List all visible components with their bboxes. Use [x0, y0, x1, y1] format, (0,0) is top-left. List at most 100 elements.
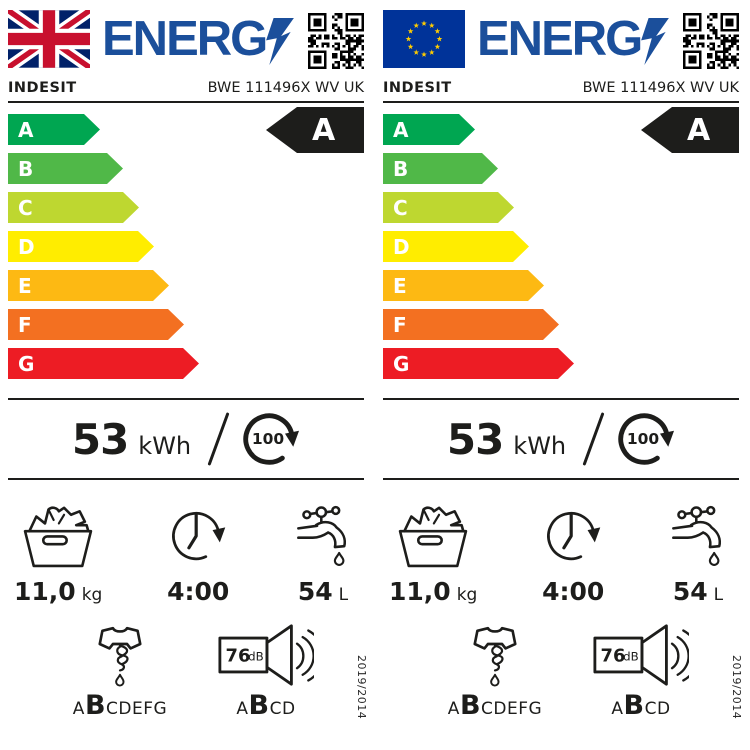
noise-db-unit: dB: [248, 650, 264, 664]
model-number: BWE 111496X WV UK: [207, 80, 364, 96]
spin-column: A B CDEFG: [431, 620, 559, 721]
clock-icon: [547, 511, 601, 561]
brand-row: INDESIT BWE 111496X WV UK: [383, 80, 739, 103]
spin-class-active: B: [459, 690, 482, 721]
brand-row: INDESIT BWE 111496X WV UK: [8, 80, 364, 103]
scale-arrow: C: [8, 192, 139, 223]
scale-arrow: D: [383, 231, 529, 262]
rating-arrow: A: [266, 107, 364, 153]
scale-arrow: B: [8, 153, 123, 184]
tap-icon: [672, 505, 721, 566]
speaker-icon: 76 dB: [218, 624, 314, 686]
noise-class-scale: A B CD: [611, 690, 670, 721]
scale-letter: F: [393, 312, 407, 337]
rating-letter: A: [312, 112, 336, 148]
scale-letter: C: [18, 195, 33, 220]
lightning-bolt-icon: [641, 18, 670, 65]
label-header: ENERG: [383, 8, 739, 70]
energy-value: 53: [71, 414, 129, 464]
lightning-bolt-icon: [266, 18, 295, 65]
energy-label-uk: ENERG INDESIT BWE 111496X WV UK A B C D …: [8, 8, 368, 721]
energy-logo: ENERG: [102, 11, 295, 67]
spin-classes-after: CDEFG: [106, 699, 168, 719]
water-unit: L: [713, 585, 724, 605]
capacity-column: 11,0 kg: [14, 500, 102, 606]
noise-column: 76 dB A B CD: [202, 620, 330, 721]
water-value: 54: [672, 577, 708, 606]
water-column: 54 L: [294, 500, 352, 606]
duration-column: 4:00: [542, 500, 604, 606]
tap-icon: [297, 505, 346, 566]
spin-dry-icon: [473, 626, 517, 687]
scale-arrow: B: [383, 153, 498, 184]
noise-class-active: B: [248, 690, 270, 721]
noise-class-scale: A B CD: [236, 690, 295, 721]
spin-class-scale: A B CDEFG: [73, 690, 167, 721]
brand-name: INDESIT: [8, 80, 77, 96]
spin-dry-icon: [98, 626, 142, 687]
regulation-number: 2019/2014: [730, 654, 743, 719]
scale-arrow: A: [383, 114, 475, 145]
scale-arrow: D: [8, 231, 154, 262]
energy-value: 53: [446, 414, 504, 464]
capacity-value: 11,0: [14, 577, 76, 606]
efficiency-scale: A B C D E F G A: [383, 107, 739, 379]
energy-consumption-section: 53 kWh 100: [383, 398, 739, 480]
efficiency-scale: A B C D E F G A: [8, 107, 364, 379]
programme-icons-row: 11,0 kg 4:00: [8, 500, 364, 606]
scale-arrow: F: [383, 309, 559, 340]
eu-flag-icon: [383, 10, 465, 68]
qr-code: [683, 13, 739, 69]
per-slash: [207, 412, 230, 466]
scale-letter: D: [18, 234, 35, 259]
scale-arrow: F: [8, 309, 184, 340]
scale-letter: E: [18, 273, 32, 298]
label-header: ENERG: [8, 8, 364, 70]
scale-arrow: C: [383, 192, 514, 223]
spin-classes-after: CDEFG: [481, 699, 543, 719]
laundry-basket-icon: [398, 506, 468, 568]
noise-column: 76 dB A B CD: [577, 620, 705, 721]
scale-letter: G: [393, 351, 410, 376]
regulation-number: 2019/2014: [355, 654, 368, 719]
scale-letter: A: [393, 117, 409, 142]
cycle-arrow-icon: 100: [243, 413, 300, 465]
model-number: BWE 111496X WV UK: [582, 80, 739, 96]
scale-arrow: E: [383, 270, 544, 301]
bottom-icons-row: A B CDEFG 76 dB A B CD 2019/2014: [383, 620, 743, 721]
water-column: 54 L: [669, 500, 727, 606]
noise-db-value: 76: [601, 646, 626, 667]
scale-letter: F: [18, 312, 32, 337]
cycles-value: 100: [627, 430, 660, 448]
scale-letter: D: [393, 234, 410, 259]
capacity-unit: kg: [81, 585, 103, 605]
energy-logo: ENERG: [477, 11, 670, 67]
noise-class-active: B: [623, 690, 645, 721]
noise-classes-after: CD: [644, 699, 671, 719]
cycle-arrow-icon: 100: [618, 413, 675, 465]
spin-classes-before: A: [447, 699, 460, 719]
noise-db-unit: dB: [623, 650, 639, 664]
rating-arrow: A: [641, 107, 739, 153]
energy-logo-text: ENERG: [102, 12, 268, 66]
brand-name: INDESIT: [383, 80, 452, 96]
noise-classes-before: A: [236, 699, 249, 719]
spin-class-scale: A B CDEFG: [448, 690, 542, 721]
noise-classes-before: A: [611, 699, 624, 719]
noise-classes-after: CD: [269, 699, 296, 719]
scale-arrow: G: [8, 348, 199, 379]
scale-letter: E: [393, 273, 407, 298]
uk-flag-icon: [8, 10, 90, 68]
energy-label-eu: ENERG INDESIT BWE 111496X WV UK A B C D …: [375, 0, 750, 750]
cycles-value: 100: [252, 430, 285, 448]
scale-arrow: E: [8, 270, 169, 301]
energy-consumption-section: 53 kWh 100: [8, 398, 364, 480]
capacity-value: 11,0: [389, 577, 451, 606]
duration-column: 4:00: [167, 500, 229, 606]
speaker-icon: 76 dB: [593, 624, 689, 686]
energy-unit: kWh: [138, 431, 192, 460]
scale-letter: A: [18, 117, 34, 142]
clock-icon: [172, 511, 226, 561]
capacity-unit: kg: [456, 585, 478, 605]
scale-letter: B: [393, 156, 409, 181]
